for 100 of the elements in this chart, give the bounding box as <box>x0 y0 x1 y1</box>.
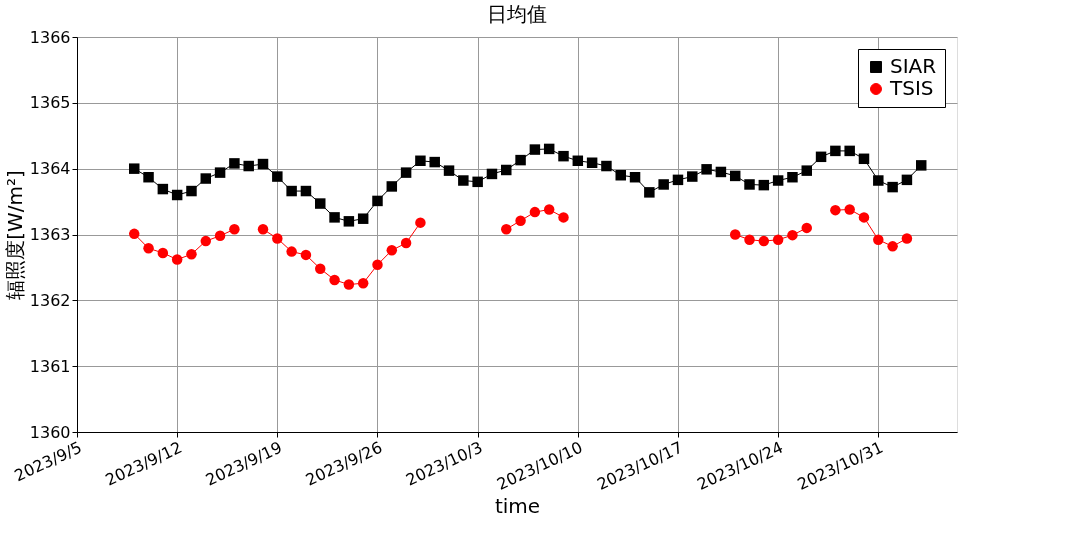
point <box>229 224 240 235</box>
point <box>171 189 183 201</box>
point <box>529 144 541 155</box>
point <box>357 213 369 224</box>
y-tick-label: 1366 <box>29 27 71 47</box>
y-tick-label: 1365 <box>29 93 71 113</box>
y-tick-label: 1361 <box>29 356 71 376</box>
point <box>329 274 340 286</box>
point <box>844 204 855 215</box>
point <box>472 176 483 188</box>
point <box>443 165 455 176</box>
point <box>558 212 569 223</box>
point <box>171 254 183 265</box>
point <box>315 263 326 274</box>
point <box>629 171 641 183</box>
point <box>772 175 784 186</box>
point <box>357 277 369 289</box>
point <box>157 247 169 259</box>
point <box>257 158 269 170</box>
point <box>887 241 898 252</box>
y-tick-label: 1360 <box>29 422 71 442</box>
point <box>844 145 855 157</box>
point <box>501 224 512 235</box>
point <box>257 224 269 235</box>
point <box>787 229 798 241</box>
point <box>186 249 197 260</box>
point <box>515 215 526 226</box>
point <box>300 185 312 197</box>
point <box>858 212 870 223</box>
legend-label: SIAR <box>890 54 937 78</box>
point <box>415 217 426 228</box>
point <box>543 143 555 155</box>
point <box>429 156 440 168</box>
point <box>529 206 541 218</box>
point <box>758 179 770 191</box>
point <box>372 259 383 271</box>
point <box>501 164 512 176</box>
point <box>214 230 226 242</box>
point <box>873 234 884 245</box>
x-axis-title: time <box>494 493 541 518</box>
legend-label: TSIS <box>889 76 934 100</box>
point <box>758 235 770 247</box>
point <box>644 187 655 198</box>
point <box>200 173 212 184</box>
point <box>572 155 584 167</box>
point <box>586 157 598 168</box>
point <box>128 228 140 240</box>
point <box>372 195 383 207</box>
point <box>415 155 426 167</box>
point <box>400 237 412 249</box>
point <box>787 171 798 183</box>
point <box>300 249 312 261</box>
point <box>801 165 812 176</box>
point <box>672 174 684 186</box>
point <box>286 246 297 257</box>
point <box>772 234 784 245</box>
point <box>744 234 755 245</box>
point <box>343 279 355 290</box>
y-axis-title: 辐照度[W/m²] <box>2 170 27 300</box>
point <box>128 163 140 174</box>
point <box>615 170 626 181</box>
point <box>543 204 555 215</box>
point <box>186 185 197 197</box>
point <box>200 235 212 247</box>
point <box>386 181 398 192</box>
point <box>830 204 841 216</box>
point <box>214 167 226 178</box>
point <box>343 216 355 227</box>
point <box>729 170 741 182</box>
point <box>901 233 913 244</box>
y-tick-label: 1362 <box>29 290 71 310</box>
point <box>801 222 812 234</box>
point <box>687 171 698 182</box>
point <box>873 175 884 186</box>
point <box>329 212 340 223</box>
point <box>315 198 326 209</box>
point <box>915 160 927 171</box>
point <box>243 160 254 172</box>
point <box>601 160 612 172</box>
point <box>386 245 398 256</box>
point <box>558 150 569 162</box>
point <box>143 171 154 183</box>
point <box>715 166 727 178</box>
point <box>143 243 154 254</box>
point <box>229 158 240 169</box>
point <box>515 154 526 166</box>
y-tick-label: 1363 <box>29 225 71 244</box>
point <box>901 174 913 186</box>
point <box>830 145 841 157</box>
point <box>272 233 283 244</box>
point <box>744 179 755 190</box>
chart-title: 日均值 <box>487 2 547 26</box>
point <box>486 168 498 180</box>
point <box>701 164 712 175</box>
point <box>858 153 870 165</box>
point <box>400 167 412 178</box>
point <box>286 185 297 197</box>
point <box>729 229 741 240</box>
point <box>658 179 669 190</box>
point <box>272 171 283 182</box>
